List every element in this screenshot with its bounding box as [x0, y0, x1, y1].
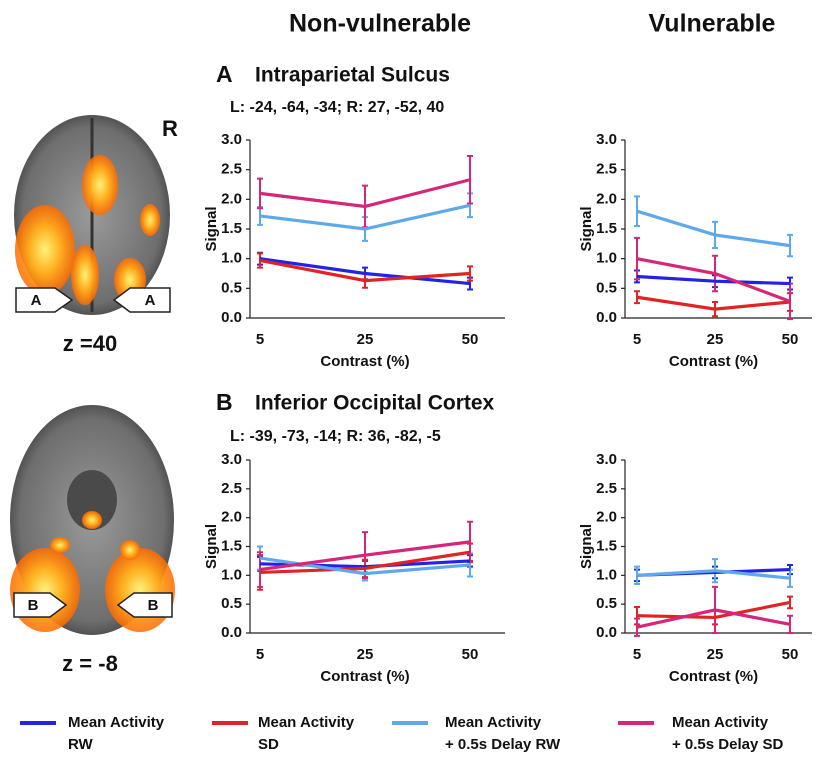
series-line	[259, 203, 471, 231]
y-tick-label: 3.0	[596, 451, 617, 468]
y-tick-label: 1.0	[596, 250, 617, 267]
x-tick-label: 25	[707, 331, 724, 348]
arrow-label: B	[148, 597, 159, 614]
y-tick-label: 1.5	[596, 537, 617, 554]
y-axis-label: Signal	[203, 524, 220, 569]
legend-label: Mean Activity	[68, 714, 165, 731]
series-line	[259, 550, 471, 575]
arrow-label: B	[28, 597, 39, 614]
y-tick-label: 2.5	[221, 161, 242, 178]
arrow-label: A	[145, 292, 156, 309]
legend-label: + 0.5s Delay SD	[672, 736, 783, 753]
x-tick-label: 5	[633, 646, 641, 663]
y-tick-label: 0.5	[596, 279, 617, 296]
panel-region: Inferior Occipital Cortex	[255, 392, 495, 415]
panel-coordinates: L: -24, -64, -34; R: 27, -52, 40	[230, 99, 444, 116]
series-line	[636, 569, 791, 580]
series-line	[259, 258, 471, 283]
slice-label: z = -8	[62, 651, 118, 676]
y-tick-label: 1.0	[221, 250, 242, 267]
y-tick-label: 0.0	[596, 624, 617, 641]
x-axis-label: Contrast (%)	[669, 668, 758, 685]
y-tick-label: 2.5	[596, 480, 617, 497]
series-line	[636, 274, 791, 286]
brain-image	[10, 405, 175, 635]
legend-label: Mean Activity	[672, 714, 769, 731]
panel-letter: B	[216, 389, 233, 415]
hemisphere-label: R	[162, 116, 178, 141]
legend-label: SD	[258, 736, 279, 753]
x-tick-label: 50	[782, 331, 799, 348]
column-title: Non-vulnerable	[289, 10, 471, 38]
series-line	[259, 540, 471, 572]
series-line	[636, 608, 791, 629]
y-axis-label: Signal	[578, 524, 595, 569]
y-tick-label: 2.0	[221, 509, 242, 526]
x-tick-label: 25	[357, 331, 374, 348]
x-tick-label: 25	[357, 646, 374, 663]
y-axis-label: Signal	[578, 206, 595, 251]
y-tick-label: 0.0	[221, 624, 242, 641]
brain-image	[14, 115, 171, 315]
series-line	[636, 257, 791, 303]
x-tick-label: 5	[633, 331, 641, 348]
panel-coordinates: L: -39, -73, -14; R: 36, -82, -5	[230, 428, 441, 445]
y-tick-label: 1.0	[221, 566, 242, 583]
y-tick-label: 0.0	[221, 309, 242, 326]
error-bar	[787, 595, 793, 610]
y-tick-label: 1.0	[596, 566, 617, 583]
x-axis-label: Contrast (%)	[320, 668, 409, 685]
y-tick-label: 2.0	[596, 509, 617, 526]
y-axis-label: Signal	[203, 206, 220, 251]
x-tick-label: 50	[462, 646, 479, 663]
series-line	[636, 600, 791, 620]
arrow-label: A	[31, 292, 42, 309]
y-tick-label: 2.5	[221, 480, 242, 497]
panel-region: Intraparietal Sulcus	[255, 64, 450, 87]
y-tick-label: 0.5	[221, 279, 242, 296]
y-tick-label: 2.0	[596, 190, 617, 207]
y-tick-label: 0.5	[221, 595, 242, 612]
x-tick-label: 5	[256, 331, 264, 348]
error-bar	[634, 236, 640, 281]
x-tick-label: 5	[256, 646, 264, 663]
y-tick-label: 3.0	[596, 131, 617, 148]
y-tick-label: 0.0	[596, 309, 617, 326]
series-line	[636, 295, 791, 311]
legend-label: Mean Activity	[445, 714, 542, 731]
x-tick-label: 50	[782, 646, 799, 663]
y-tick-label: 2.0	[221, 190, 242, 207]
legend-label: RW	[68, 736, 94, 753]
series-line	[636, 209, 791, 248]
panel-letter: A	[216, 61, 233, 87]
y-tick-label: 1.5	[221, 537, 242, 554]
x-axis-label: Contrast (%)	[320, 353, 409, 370]
x-axis-label: Contrast (%)	[669, 353, 758, 370]
y-tick-label: 0.5	[596, 595, 617, 612]
y-tick-label: 2.5	[596, 161, 617, 178]
x-tick-label: 25	[707, 646, 724, 663]
legend-label: + 0.5s Delay RW	[445, 736, 561, 753]
y-tick-label: 1.5	[221, 220, 242, 237]
column-title: Vulnerable	[649, 10, 776, 38]
legend-label: Mean Activity	[258, 714, 355, 731]
x-tick-label: 50	[462, 331, 479, 348]
slice-label: z =40	[63, 331, 117, 356]
series-line	[259, 178, 471, 209]
y-tick-label: 1.5	[596, 220, 617, 237]
y-tick-label: 3.0	[221, 451, 242, 468]
y-tick-label: 3.0	[221, 131, 242, 148]
series-line	[259, 257, 471, 286]
